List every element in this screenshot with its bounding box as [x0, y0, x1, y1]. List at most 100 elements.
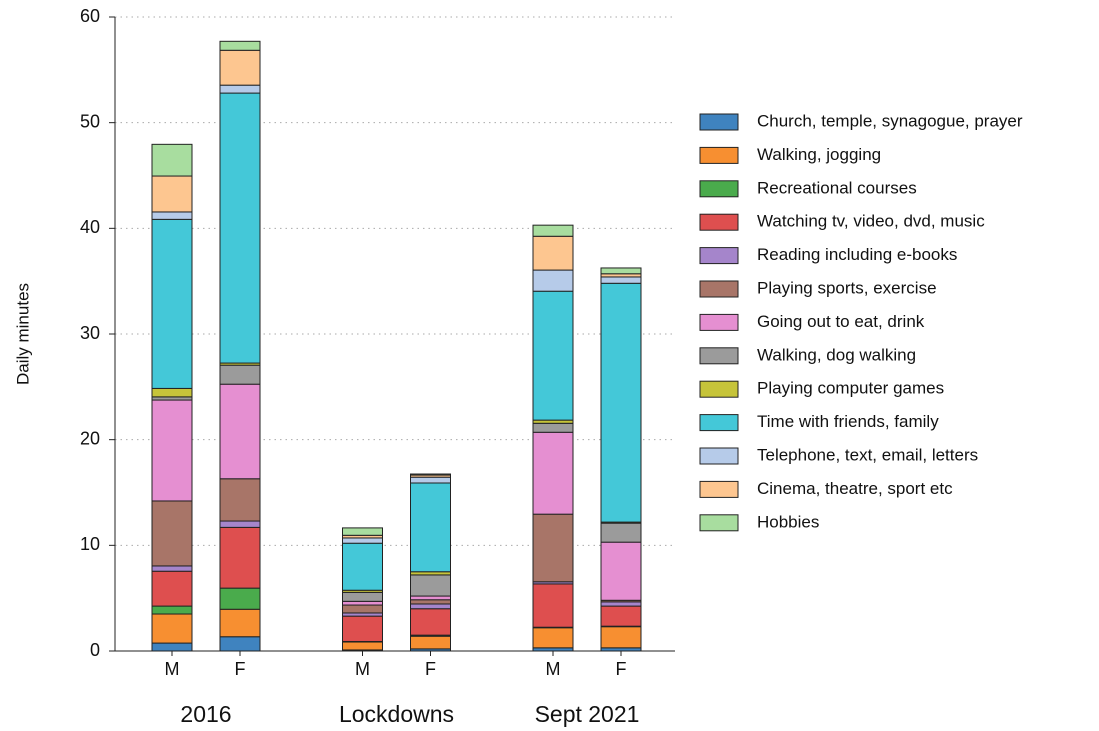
bar-segment: [410, 482, 451, 573]
y-tick-label: 0: [90, 640, 100, 660]
legend-swatch: [699, 480, 739, 498]
legend-label: Recreational courses: [757, 178, 917, 197]
legend-swatch: [699, 280, 739, 298]
legend-label: Going out to eat, drink: [757, 312, 925, 331]
bar-segment: [410, 595, 451, 601]
bar-segment: [151, 387, 193, 398]
bar-segment: [219, 478, 261, 522]
bar-segment: [600, 601, 642, 607]
x-tick-label: F: [616, 659, 627, 679]
bar-segment: [600, 541, 642, 601]
bar-segment: [342, 615, 383, 642]
group-label: 2016: [180, 701, 231, 727]
group-label: Lockdowns: [339, 701, 454, 727]
group-label: Sept 2021: [535, 701, 640, 727]
bar-segment: [219, 608, 261, 638]
bar-segment: [151, 211, 193, 220]
legend-swatch: [699, 347, 739, 365]
bar-segment: [410, 574, 451, 597]
bar-segment: [532, 290, 574, 421]
legend-label: Church, temple, synagogue, prayer: [757, 111, 1023, 130]
bar-segment: [151, 399, 193, 502]
legend-swatch: [699, 247, 739, 265]
bar-segment: [151, 613, 193, 644]
bar-segment: [342, 641, 383, 651]
bar-segment: [410, 635, 451, 650]
bar-segment: [219, 40, 261, 51]
y-axis-label: Daily minutes: [13, 283, 32, 385]
legend-label: Cinema, theatre, sport etc: [757, 479, 953, 498]
x-tick-label: F: [425, 659, 436, 679]
bar-segment: [532, 422, 574, 433]
bar-segment: [342, 527, 383, 536]
legend-swatch: [699, 146, 739, 164]
y-tick-label: 50: [80, 111, 100, 131]
legend-label: Walking, jogging: [757, 145, 881, 164]
bar-segment: [151, 605, 193, 615]
y-tick-label: 60: [80, 6, 100, 26]
bar-segment: [219, 520, 261, 528]
legend-label: Playing sports, exercise: [757, 278, 937, 297]
bar-segment: [219, 383, 261, 480]
bar-segment: [600, 267, 642, 275]
legend-swatch: [699, 414, 739, 432]
bar-segment: [151, 642, 193, 652]
bar-segment: [151, 500, 193, 567]
x-tick-label: M: [355, 659, 370, 679]
legend-label: Playing computer games: [757, 379, 944, 398]
bar-segment: [532, 235, 574, 271]
bar-segment: [410, 608, 451, 636]
bar-segment: [410, 603, 451, 610]
bar-segment: [600, 282, 642, 523]
bar-segment: [532, 627, 574, 649]
bar-segment: [342, 604, 383, 614]
bar-segment: [410, 473, 451, 476]
x-tick-label: M: [165, 659, 180, 679]
bar-segment: [532, 583, 574, 628]
bar-segment: [600, 605, 642, 627]
bar-segment: [219, 526, 261, 589]
legend-swatch: [699, 514, 739, 532]
bar-segment: [219, 84, 261, 94]
y-tick-label: 10: [80, 534, 100, 554]
bar-segment: [532, 431, 574, 515]
legend-swatch: [699, 213, 739, 231]
y-tick-label: 30: [80, 323, 100, 343]
bar-segment: [219, 92, 261, 364]
bar-segment: [600, 522, 642, 543]
bar-segment: [532, 269, 574, 292]
bar-segment: [600, 276, 642, 284]
bar-segment: [219, 364, 261, 385]
legend-swatch: [699, 113, 739, 131]
bar-segment: [151, 218, 193, 389]
y-tick-label: 20: [80, 428, 100, 448]
bar-segment: [219, 49, 261, 86]
legend-swatch: [699, 313, 739, 331]
bar-segment: [151, 565, 193, 572]
legend-swatch: [699, 380, 739, 398]
bar-segment: [410, 599, 451, 605]
legend-label: Hobbies: [757, 512, 819, 531]
legend-label: Telephone, text, email, letters: [757, 445, 978, 464]
bar-segment: [532, 513, 574, 583]
legend-label: Reading including e-books: [757, 245, 957, 264]
bar-segment: [410, 476, 451, 484]
bar-segment: [342, 542, 383, 591]
bar-segment: [219, 636, 261, 652]
bar-segment: [600, 626, 642, 649]
bar-segment: [151, 570, 193, 607]
bar-segment: [151, 143, 193, 177]
bar-segment: [342, 600, 383, 606]
legend-label: Time with friends, family: [757, 412, 939, 431]
legend-label: Watching tv, video, dvd, music: [757, 212, 985, 231]
bar-segment: [342, 537, 383, 544]
bar-segment: [151, 175, 193, 213]
bar-segment: [219, 587, 261, 610]
legend-swatch: [699, 180, 739, 198]
x-tick-label: M: [546, 659, 561, 679]
bar-segment: [342, 591, 383, 602]
bar-segment: [532, 224, 574, 237]
legend-label: Walking, dog walking: [757, 345, 916, 364]
x-tick-label: F: [235, 659, 246, 679]
